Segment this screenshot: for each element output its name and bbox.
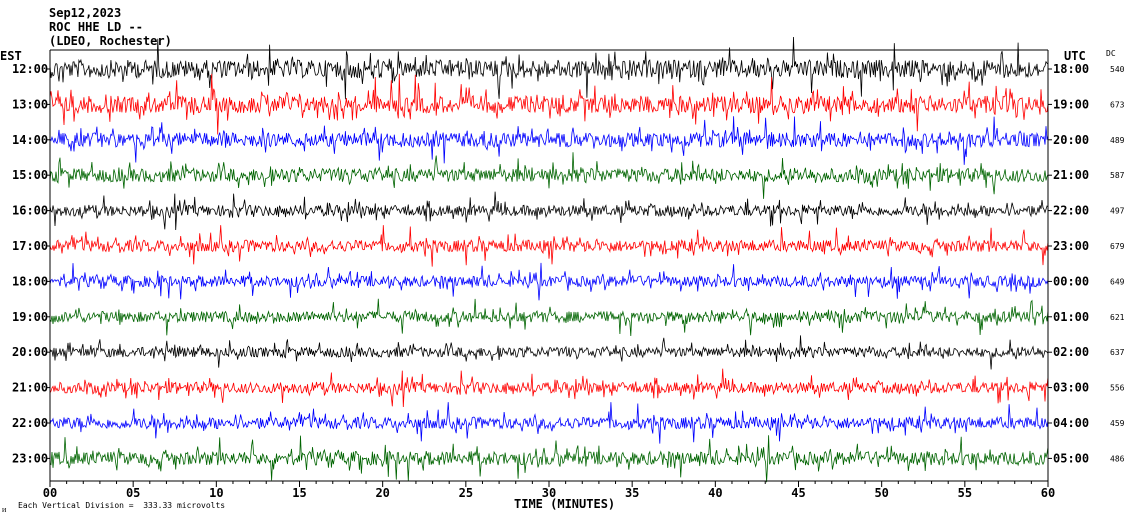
est-hour-label: 13:00 — [12, 97, 48, 111]
record-date: Sep12,2023 — [49, 6, 122, 20]
scale-note: Each Vertical Division = 333.33 microvol… — [18, 501, 226, 510]
x-tick-label: 15 — [292, 486, 306, 500]
utc-hour-label: 22:00 — [1053, 204, 1089, 218]
est-hour-label: 20:00 — [12, 345, 48, 359]
trace-group — [49, 36, 1049, 483]
est-hour-label: 14:00 — [12, 133, 48, 147]
utc-hour-label: 05:00 — [1053, 451, 1089, 465]
utc-hour-label: 00:00 — [1053, 274, 1089, 288]
utc-hour-label: 20:00 — [1053, 133, 1089, 147]
trace-line-2200 — [49, 402, 1049, 444]
trace-line-2300 — [49, 435, 1049, 483]
utc-hour-label: 03:00 — [1053, 381, 1089, 395]
est-hour-label: 23:00 — [12, 451, 48, 465]
est-hour-label: 21:00 — [12, 381, 48, 395]
est-hour-label: 16:00 — [12, 204, 48, 218]
x-tick-label: 55 — [958, 486, 972, 500]
est-hour-label: 15:00 — [12, 168, 48, 182]
utc-hour-label: 19:00 — [1053, 97, 1089, 111]
trace-line-1300 — [49, 73, 1049, 135]
utc-hour-label: 21:00 — [1053, 168, 1089, 182]
right-time-zone: UTC — [1064, 49, 1086, 63]
dc-column-label: DC — [1106, 49, 1116, 58]
corner-mark: ᴎ — [2, 505, 7, 514]
dc-offset-value: 459 — [1110, 419, 1125, 428]
dc-offset-value: 637 — [1110, 348, 1125, 357]
trace-line-1400 — [49, 116, 1049, 165]
x-tick-label: 35 — [625, 486, 639, 500]
dc-offset-value: 649 — [1110, 277, 1125, 286]
x-tick-label: 25 — [459, 486, 473, 500]
dc-offset-value: 540 — [1110, 65, 1125, 74]
network-name: (LDEO, Rochester) — [49, 34, 172, 48]
label-group: 12:00 18:00 540 13:00 19:00 673 14:00 20:00 489 1… — [12, 62, 1125, 500]
est-hour-label: 22:00 — [12, 416, 48, 430]
x-tick-label: 50 — [874, 486, 888, 500]
dc-offset-value: 556 — [1110, 384, 1125, 393]
left-time-zone: EST — [0, 49, 22, 63]
trace-line-1800 — [49, 262, 1049, 301]
utc-hour-label: 18:00 — [1053, 62, 1089, 76]
trace-line-2100 — [49, 368, 1049, 408]
x-axis-title: TIME (MINUTES) — [514, 497, 616, 511]
x-tick-label: 40 — [708, 486, 722, 500]
est-hour-label: 19:00 — [12, 310, 48, 324]
x-tick-label: 20 — [375, 486, 389, 500]
x-tick-label: 30 — [542, 486, 556, 500]
x-tick-label: 45 — [791, 486, 805, 500]
dc-offset-value: 679 — [1110, 242, 1125, 251]
trace-line-2000 — [49, 335, 1049, 370]
trace-line-1900 — [49, 298, 1049, 337]
x-tick-label: 00 — [43, 486, 57, 500]
dc-offset-value: 497 — [1110, 207, 1125, 216]
est-hour-label: 17:00 — [12, 239, 48, 253]
utc-hour-label: 02:00 — [1053, 345, 1089, 359]
dc-offset-value: 673 — [1110, 100, 1125, 109]
dc-offset-value: 587 — [1110, 171, 1125, 180]
utc-hour-label: 23:00 — [1053, 239, 1089, 253]
trace-line-1500 — [49, 152, 1049, 199]
axes-group — [46, 49, 1052, 487]
trace-line-1200 — [49, 36, 1049, 100]
x-tick-label: 10 — [209, 486, 223, 500]
est-hour-label: 18:00 — [12, 274, 48, 288]
utc-hour-label: 04:00 — [1053, 416, 1089, 430]
station-code: ROC HHE LD -- — [49, 20, 143, 34]
dc-offset-value: 489 — [1110, 136, 1125, 145]
x-tick-label: 60 — [1041, 486, 1055, 500]
dc-offset-value: 621 — [1110, 313, 1125, 322]
est-hour-label: 12:00 — [12, 62, 48, 76]
utc-hour-label: 01:00 — [1053, 310, 1089, 324]
trace-line-1700 — [49, 225, 1049, 267]
trace-line-1600 — [49, 191, 1049, 231]
dc-offset-value: 486 — [1110, 454, 1125, 463]
x-tick-label: 05 — [126, 486, 140, 500]
